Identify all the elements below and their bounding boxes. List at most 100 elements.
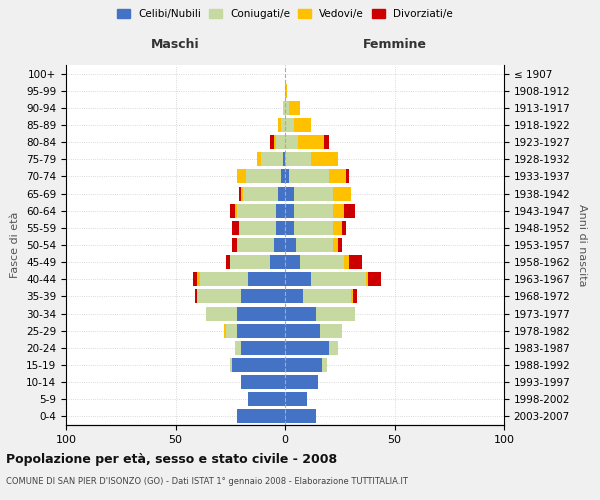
Bar: [342, 221, 346, 235]
Bar: [325, 135, 329, 149]
Bar: [230, 255, 269, 269]
Bar: [230, 358, 232, 372]
Bar: [257, 152, 261, 166]
Bar: [226, 324, 237, 338]
Bar: [329, 170, 346, 183]
Bar: [235, 204, 237, 218]
Bar: [276, 135, 285, 149]
Bar: [311, 152, 338, 166]
Bar: [285, 358, 322, 372]
Bar: [353, 290, 357, 304]
Bar: [294, 204, 333, 218]
Bar: [195, 290, 197, 304]
Bar: [285, 410, 316, 424]
Bar: [281, 170, 285, 183]
Bar: [329, 341, 338, 355]
Bar: [261, 152, 283, 166]
Y-axis label: Anni di nascita: Anni di nascita: [577, 204, 587, 286]
Bar: [278, 186, 285, 200]
Bar: [245, 170, 281, 183]
Bar: [235, 341, 241, 355]
Bar: [346, 170, 349, 183]
Bar: [283, 152, 285, 166]
Y-axis label: Fasce di età: Fasce di età: [10, 212, 20, 278]
Bar: [344, 204, 355, 218]
Bar: [285, 375, 318, 389]
Bar: [349, 255, 362, 269]
Bar: [322, 358, 326, 372]
Bar: [368, 272, 382, 286]
Bar: [200, 272, 248, 286]
Bar: [344, 255, 349, 269]
Bar: [294, 186, 333, 200]
Text: Femmine: Femmine: [362, 38, 427, 52]
Bar: [294, 221, 333, 235]
Text: Maschi: Maschi: [151, 38, 200, 52]
Bar: [285, 152, 311, 166]
Bar: [197, 272, 200, 286]
Bar: [285, 306, 316, 320]
Bar: [269, 135, 274, 149]
Bar: [285, 341, 329, 355]
Bar: [241, 186, 244, 200]
Bar: [285, 290, 302, 304]
Text: COMUNE DI SAN PIER D'ISONZO (GO) - Dati ISTAT 1° gennaio 2008 - Elaborazione TUT: COMUNE DI SAN PIER D'ISONZO (GO) - Dati …: [6, 478, 408, 486]
Bar: [206, 306, 237, 320]
Bar: [285, 101, 289, 115]
Bar: [285, 204, 294, 218]
Bar: [285, 238, 296, 252]
Bar: [285, 221, 294, 235]
Bar: [350, 290, 353, 304]
Bar: [237, 170, 245, 183]
Bar: [301, 255, 344, 269]
Bar: [298, 135, 325, 149]
Bar: [226, 255, 230, 269]
Bar: [285, 392, 307, 406]
Bar: [285, 170, 289, 183]
Bar: [333, 186, 350, 200]
Bar: [281, 118, 285, 132]
Bar: [237, 410, 285, 424]
Bar: [285, 324, 320, 338]
Bar: [333, 238, 338, 252]
Bar: [289, 170, 329, 183]
Bar: [285, 272, 311, 286]
Bar: [197, 290, 241, 304]
Bar: [333, 204, 344, 218]
Bar: [285, 135, 298, 149]
Bar: [278, 118, 281, 132]
Bar: [338, 238, 342, 252]
Bar: [285, 186, 294, 200]
Bar: [276, 204, 285, 218]
Bar: [193, 272, 197, 286]
Bar: [302, 290, 350, 304]
Bar: [239, 186, 241, 200]
Bar: [333, 221, 342, 235]
Bar: [237, 204, 276, 218]
Bar: [241, 290, 285, 304]
Bar: [237, 306, 285, 320]
Bar: [269, 255, 285, 269]
Bar: [274, 135, 276, 149]
Bar: [296, 238, 333, 252]
Bar: [276, 221, 285, 235]
Bar: [320, 324, 342, 338]
Bar: [366, 272, 368, 286]
Bar: [237, 238, 274, 252]
Bar: [311, 272, 366, 286]
Bar: [274, 238, 285, 252]
Bar: [316, 306, 355, 320]
Bar: [232, 221, 239, 235]
Bar: [285, 118, 294, 132]
Bar: [224, 324, 226, 338]
Bar: [241, 375, 285, 389]
Bar: [237, 324, 285, 338]
Bar: [230, 204, 235, 218]
Bar: [248, 392, 285, 406]
Bar: [239, 221, 276, 235]
Bar: [289, 101, 301, 115]
Bar: [294, 118, 311, 132]
Text: Popolazione per età, sesso e stato civile - 2008: Popolazione per età, sesso e stato civil…: [6, 452, 337, 466]
Legend: Celibi/Nubili, Coniugati/e, Vedovi/e, Divorziati/e: Celibi/Nubili, Coniugati/e, Vedovi/e, Di…: [114, 6, 456, 22]
Bar: [285, 255, 301, 269]
